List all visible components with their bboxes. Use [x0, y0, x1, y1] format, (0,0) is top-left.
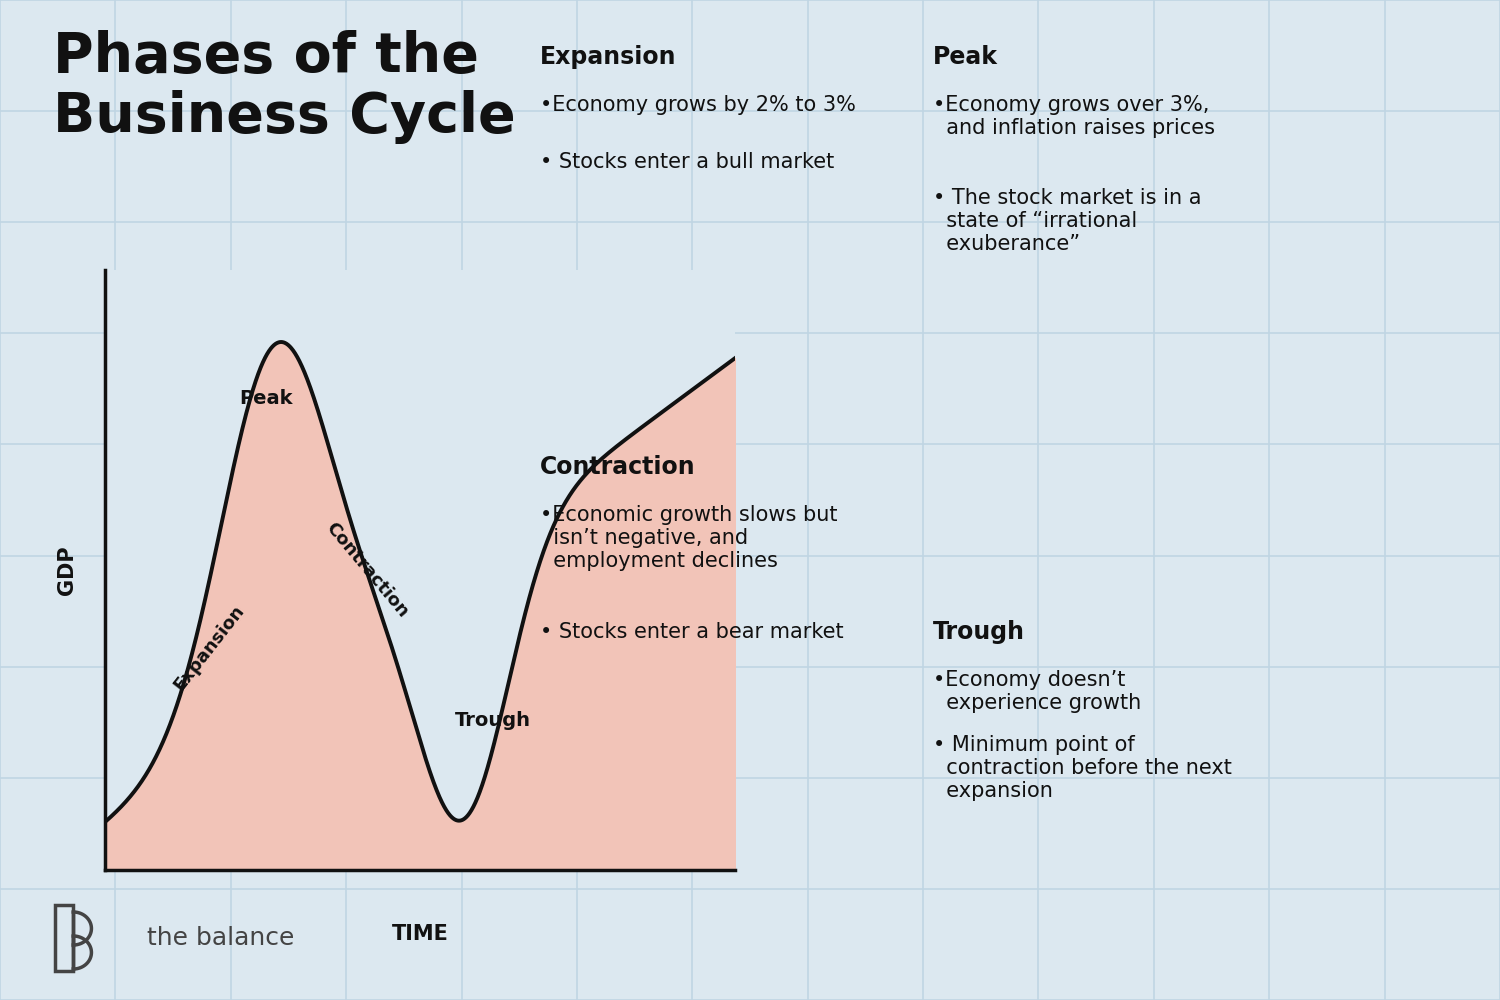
Text: •Economy doesn’t
  experience growth: •Economy doesn’t experience growth: [933, 670, 1142, 713]
Text: Peak: Peak: [933, 45, 998, 69]
Text: • Minimum point of
  contraction before the next
  expansion: • Minimum point of contraction before th…: [933, 735, 1232, 801]
Text: • Stocks enter a bull market: • Stocks enter a bull market: [540, 152, 834, 172]
Text: the balance: the balance: [147, 926, 294, 950]
Text: Expansion: Expansion: [540, 45, 676, 69]
Text: Contraction: Contraction: [321, 519, 411, 621]
Text: Trough: Trough: [454, 710, 531, 730]
Text: •Economy grows by 2% to 3%: •Economy grows by 2% to 3%: [540, 95, 856, 115]
Text: Contraction: Contraction: [540, 455, 696, 479]
Text: • Stocks enter a bear market: • Stocks enter a bear market: [540, 622, 843, 642]
Text: • The stock market is in a
  state of “irrational
  exuberance”: • The stock market is in a state of “irr…: [933, 188, 1202, 254]
Text: Trough: Trough: [933, 620, 1024, 644]
Text: Peak: Peak: [238, 389, 292, 408]
Text: TIME: TIME: [392, 924, 448, 944]
Text: Expansion: Expansion: [170, 602, 248, 694]
Text: GDP: GDP: [57, 545, 76, 595]
Text: •Economy grows over 3%,
  and inflation raises prices: •Economy grows over 3%, and inflation ra…: [933, 95, 1215, 138]
Text: Phases of the
Business Cycle: Phases of the Business Cycle: [53, 30, 515, 144]
Text: •Economic growth slows but
  isn’t negative, and
  employment declines: •Economic growth slows but isn’t negativ…: [540, 505, 837, 571]
